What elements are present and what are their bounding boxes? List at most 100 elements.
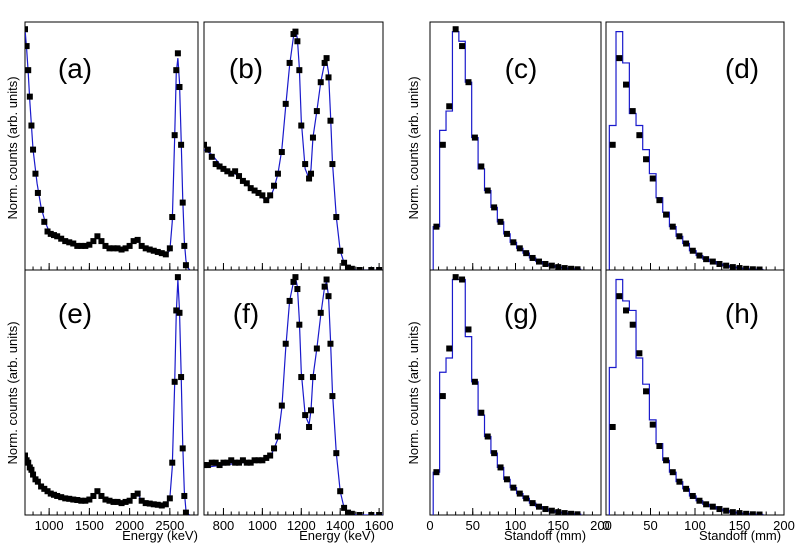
xlabel-energy-right: Energy (keV)	[299, 528, 375, 543]
data-point-f	[302, 412, 309, 419]
plot-area-e	[25, 274, 191, 515]
data-point-a	[41, 218, 48, 225]
xtick-label-h: 50	[643, 518, 657, 533]
plot-area-c	[432, 26, 582, 270]
data-point-c	[465, 79, 472, 86]
data-point-a	[138, 242, 145, 249]
data-point-e	[122, 498, 129, 505]
data-point-g	[439, 393, 446, 400]
panel-d: (d)	[605, 21, 785, 271]
data-point-e	[130, 492, 137, 499]
panel-frame-f	[203, 269, 384, 516]
data-point-e	[98, 492, 105, 499]
data-point-e	[47, 490, 54, 497]
data-point-h	[749, 511, 756, 515]
data-point-g	[568, 510, 575, 515]
series-line-f	[204, 275, 383, 515]
data-point-b	[329, 161, 336, 168]
data-point-f	[313, 345, 320, 352]
data-point-f	[327, 340, 334, 347]
xtick-label-g: 0	[426, 518, 433, 533]
xtick-label-f: 1200	[287, 518, 316, 533]
data-point-a	[181, 242, 188, 249]
data-point-f	[376, 512, 383, 515]
data-point-a	[169, 214, 176, 221]
data-point-e	[176, 309, 183, 316]
data-point-h	[656, 443, 663, 450]
data-point-c	[478, 163, 485, 170]
data-point-e	[25, 452, 28, 459]
data-point-c	[548, 262, 555, 269]
ylabel-standoff-bottom: Norm. counts (arb. units)	[406, 321, 421, 464]
panel-b: (b)	[203, 21, 384, 271]
data-point-d	[729, 264, 736, 270]
data-point-g	[497, 464, 504, 471]
data-point-a	[30, 146, 37, 153]
data-point-h	[623, 307, 630, 314]
xlabel-energy-left: Energy (keV)	[122, 528, 198, 543]
data-point-f	[323, 276, 330, 283]
plot-area-d	[608, 31, 764, 270]
plot-area-a	[25, 26, 191, 270]
data-point-f	[294, 286, 301, 293]
data-point-e	[181, 492, 188, 499]
data-point-e	[178, 374, 185, 381]
data-point-b	[356, 267, 363, 270]
data-point-f	[321, 283, 328, 290]
series-line-e	[25, 279, 191, 515]
plot-area-g	[432, 274, 582, 515]
data-point-b	[306, 175, 313, 182]
data-point-e	[102, 496, 109, 503]
data-point-f	[232, 459, 239, 466]
data-point-h	[709, 503, 716, 510]
data-point-f	[216, 462, 223, 469]
xtick-label-e: 1000	[35, 518, 64, 533]
data-point-a	[25, 26, 28, 33]
data-point-f	[344, 509, 351, 515]
data-point-f	[317, 309, 324, 316]
data-point-b	[344, 264, 351, 270]
data-point-f	[247, 459, 254, 466]
data-point-b	[208, 153, 215, 160]
data-point-b	[327, 117, 334, 124]
data-point-b	[292, 28, 299, 35]
data-point-d	[743, 265, 750, 270]
xtick-label-g: 150	[547, 518, 569, 533]
data-point-b	[341, 259, 348, 266]
data-point-a	[173, 67, 180, 74]
data-point-b	[255, 189, 262, 196]
data-point-e	[94, 488, 101, 495]
data-point-a	[82, 242, 89, 249]
data-point-h	[643, 388, 650, 395]
data-point-a	[158, 250, 165, 257]
data-point-f	[274, 433, 281, 440]
data-point-a	[66, 239, 73, 246]
data-point-g	[484, 433, 491, 440]
data-point-c	[523, 250, 530, 257]
data-point-a	[25, 67, 32, 74]
data-point-f	[341, 504, 348, 511]
xtick-label-f: 1600	[365, 518, 394, 533]
data-point-e	[70, 496, 77, 503]
xtick-label-e: 2500	[155, 518, 184, 533]
data-point-c	[568, 265, 575, 270]
data-point-d	[716, 260, 723, 267]
data-point-a	[118, 246, 125, 253]
xtick-label-h: 200	[773, 518, 795, 533]
data-point-f	[306, 423, 313, 430]
data-point-g	[452, 274, 459, 281]
data-point-c	[446, 103, 453, 110]
data-point-a	[174, 50, 181, 57]
data-point-a	[106, 245, 113, 252]
data-point-c	[555, 264, 562, 270]
data-point-b	[267, 192, 274, 199]
data-point-f	[296, 321, 303, 328]
data-point-e	[25, 459, 32, 466]
data-point-f	[348, 510, 355, 515]
data-point-f	[255, 457, 262, 464]
data-point-g	[548, 507, 555, 514]
data-point-e	[78, 497, 85, 504]
panel-label-d: (d)	[725, 53, 759, 84]
data-point-g	[574, 511, 581, 515]
data-point-e	[138, 497, 145, 504]
